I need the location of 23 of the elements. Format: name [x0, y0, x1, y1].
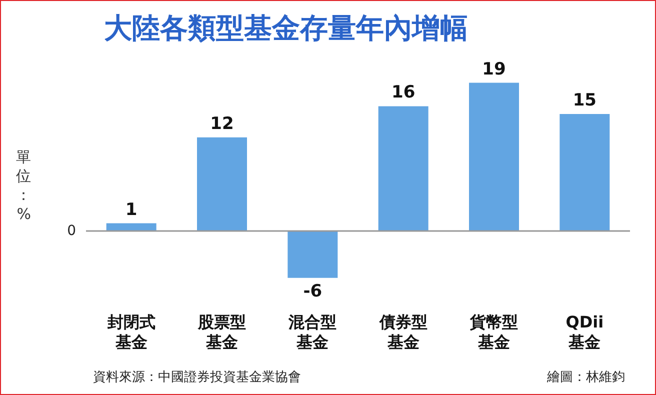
data-label: 16	[391, 82, 416, 103]
bar	[197, 137, 247, 232]
x-tick-label: 封閉式基金	[106, 312, 156, 352]
x-tick-label: 貨幣型基金	[469, 312, 518, 352]
x-tick-label: 債券型基金	[378, 312, 428, 352]
bar	[378, 106, 428, 232]
chart-title: 大陸各類型基金存量年內增幅	[104, 12, 468, 44]
x-tick-label: 股票型基金	[197, 312, 246, 352]
data-label: 12	[210, 114, 234, 134]
data-label: 1	[125, 200, 138, 220]
ref-line-label: 0	[67, 223, 76, 240]
bar	[560, 114, 610, 232]
x-tick-label: 混合型基金	[288, 312, 337, 352]
x-tick-label: QDii基金	[566, 312, 604, 352]
y-axis-title: 單位：%	[16, 148, 31, 223]
bar	[288, 231, 338, 278]
data-label: -6	[303, 281, 322, 302]
data-label: 15	[572, 90, 597, 111]
bar	[106, 223, 156, 232]
bar	[469, 82, 519, 232]
text: 繪圖：林維鈞	[546, 370, 625, 385]
data-label: 19	[482, 59, 506, 80]
source-note: 資料來源：中國證券投資基金業協會	[93, 370, 301, 385]
